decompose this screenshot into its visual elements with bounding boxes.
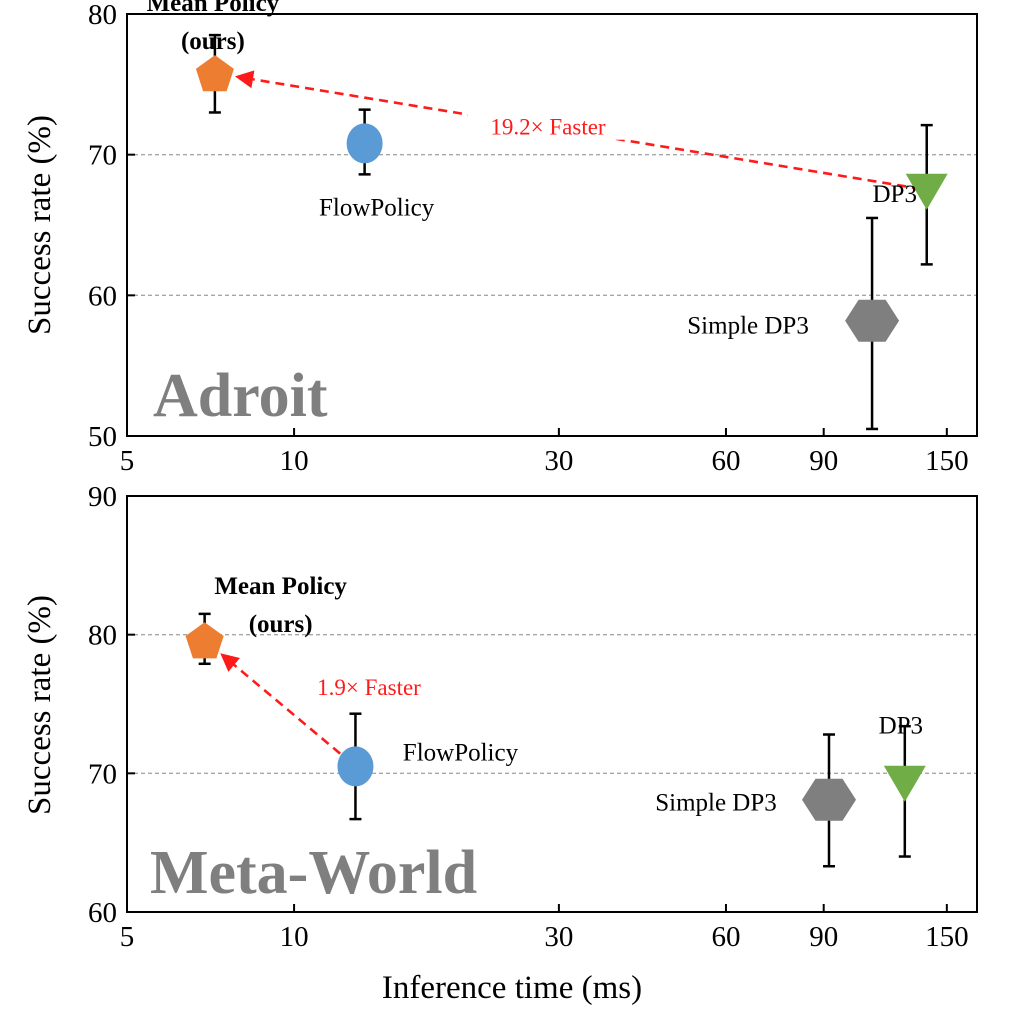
y-tick-label-meta-world-80: 80 — [88, 620, 117, 652]
y-tick-label-meta-world-70: 70 — [88, 758, 117, 790]
marker-adroit-mean-policy — [195, 55, 234, 92]
speedup-label-adroit: 19.2× Faster — [490, 115, 606, 140]
y-tick-label-meta-world-90: 90 — [88, 481, 117, 513]
plot-frame-adroit — [126, 13, 978, 437]
x-tick-label-adroit-90: 90 — [809, 445, 838, 477]
x-tick-label-meta-world-60: 60 — [711, 921, 740, 953]
speedup-label-bg-adroit — [468, 109, 628, 140]
y-tick-label-adroit-80: 80 — [88, 0, 117, 31]
point-label-meta-world-dp3: DP3 — [879, 713, 923, 740]
marker-meta-world-mean-policy — [185, 622, 224, 659]
panel-name-meta-world: Meta-World — [150, 839, 477, 907]
panel-meta-world: Mean Policy (ours) FlowPolicy Simple DP3 DP3… — [22, 481, 978, 1006]
marker-adroit-flowpolicy — [346, 123, 383, 164]
point-label-meta-world-mean-policy: Mean Policy — [214, 573, 347, 600]
point-label-adroit-dp3: DP3 — [872, 181, 916, 208]
point-label-meta-world-flowpolicy: FlowPolicy — [403, 739, 519, 766]
point-sublabel-adroit-mean-policy: (ours) — [181, 28, 245, 55]
plot-frame-meta-world — [126, 495, 978, 913]
point-label-adroit-mean-policy: Mean Policy — [147, 0, 280, 17]
panel-name-adroit: Adroit — [153, 362, 328, 430]
x-tick-label-meta-world-10: 10 — [280, 921, 309, 953]
y-axis-title-meta-world: Success rate (%) — [22, 595, 58, 815]
x-axis-title: Inference time (ms) — [382, 970, 642, 1006]
point-label-adroit-simple-dp3: Simple DP3 — [687, 313, 809, 340]
marker-meta-world-simple-dp3 — [802, 778, 856, 821]
y-tick-label-adroit-60: 60 — [88, 280, 117, 312]
y-tick-label-meta-world-60: 60 — [88, 897, 117, 929]
x-tick-label-adroit-60: 60 — [711, 445, 740, 477]
x-tick-label-meta-world-150: 150 — [925, 921, 969, 953]
x-tick-label-adroit-10: 10 — [280, 445, 309, 477]
marker-meta-world-dp3 — [883, 765, 926, 802]
marker-meta-world-flowpolicy — [337, 746, 374, 787]
panel-adroit: Mean Policy (ours) FlowPolicy DP3 Simple DP3… — [22, 0, 978, 477]
point-label-meta-world-simple-dp3: Simple DP3 — [655, 790, 777, 817]
x-tick-label-adroit-150: 150 — [925, 445, 969, 477]
point-label-adroit-flowpolicy: FlowPolicy — [319, 194, 435, 221]
x-tick-label-meta-world-5: 5 — [120, 921, 135, 953]
x-tick-label-adroit-5: 5 — [120, 445, 135, 477]
y-tick-label-adroit-70: 70 — [88, 140, 117, 172]
x-tick-label-meta-world-90: 90 — [809, 921, 838, 953]
x-tick-label-meta-world-30: 30 — [544, 921, 573, 953]
x-tick-label-adroit-30: 30 — [544, 445, 573, 477]
point-sublabel-meta-world-mean-policy: (ours) — [249, 611, 313, 638]
y-axis-title-adroit: Success rate (%) — [22, 115, 58, 335]
speedup-label-meta-world: 1.9× Faster — [317, 675, 421, 700]
speedup-arrow-meta-world — [220, 653, 341, 755]
y-tick-label-adroit-50: 50 — [88, 421, 117, 453]
marker-adroit-simple-dp3 — [845, 299, 900, 342]
marker-adroit-dp3 — [905, 173, 948, 210]
